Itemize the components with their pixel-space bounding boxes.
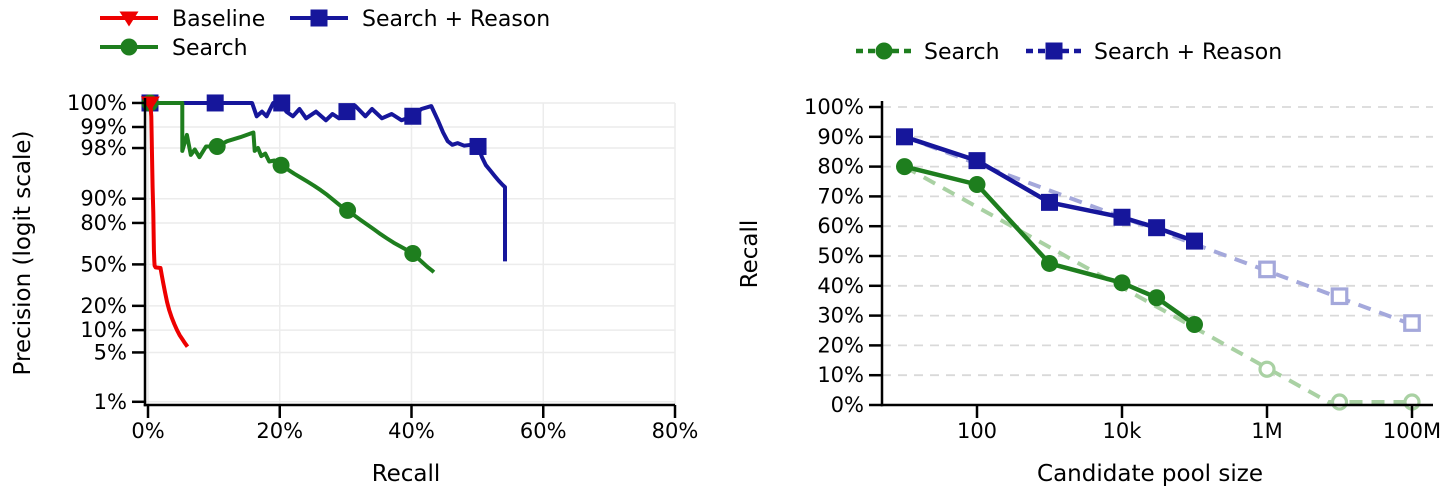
open-circle-marker bbox=[1258, 360, 1276, 378]
x-tick-label: 40% bbox=[388, 419, 435, 443]
square-marker bbox=[968, 152, 986, 170]
x-tick-label: 10k bbox=[1103, 419, 1143, 443]
legend-item: Search + Reason bbox=[290, 7, 550, 32]
y-tick-label: 10% bbox=[817, 363, 864, 387]
square-marker bbox=[1186, 232, 1203, 250]
square-marker bbox=[273, 94, 291, 112]
legend-item: Baseline bbox=[100, 7, 265, 32]
x-tick-label: 20% bbox=[256, 419, 303, 443]
circle-marker bbox=[1148, 289, 1166, 307]
y-tick-label: 99% bbox=[80, 115, 127, 139]
legend-item: Search bbox=[856, 40, 1000, 65]
legend-label: Search bbox=[172, 36, 248, 61]
square-marker bbox=[1113, 208, 1131, 226]
circle-marker bbox=[208, 137, 226, 155]
y-tick-label: 60% bbox=[817, 214, 864, 238]
series-line-baseline bbox=[148, 102, 190, 348]
circle-marker bbox=[1041, 254, 1058, 272]
circle-marker bbox=[272, 156, 290, 174]
y-tick-label: 0% bbox=[831, 393, 864, 417]
x-tick-label: 100M bbox=[1383, 419, 1441, 443]
y-tick-label: 1% bbox=[94, 390, 127, 414]
circle-marker bbox=[339, 201, 357, 219]
x-tick-label: 60% bbox=[520, 419, 567, 443]
open-circle-marker bbox=[1330, 393, 1349, 411]
x-tick-label: 0% bbox=[131, 419, 164, 443]
square-marker bbox=[469, 137, 487, 155]
legend-item: Search + Reason bbox=[1026, 40, 1282, 65]
x-tick-label: 100 bbox=[957, 419, 997, 443]
legend-item: Search bbox=[100, 36, 248, 61]
legend-label: Search + Reason bbox=[362, 7, 550, 32]
circle-marker bbox=[1113, 274, 1131, 292]
series-line-search-reason bbox=[150, 101, 507, 262]
y-tick-label: 20% bbox=[80, 294, 127, 318]
legend-label: Search bbox=[924, 40, 1000, 65]
circle-marker bbox=[404, 245, 422, 263]
precision-recall-chart: 1%5%10%20%50%80%90%98%99%100%0% 20% 40% 60%… bbox=[10, 7, 698, 487]
x-tick-label: 80% bbox=[652, 419, 699, 443]
open-square-marker bbox=[1258, 260, 1276, 279]
legend-label: Baseline bbox=[172, 7, 265, 32]
y-tick-label: 70% bbox=[817, 184, 864, 208]
y-tick-label: 80% bbox=[80, 211, 127, 235]
y-tick-label: 50% bbox=[80, 252, 127, 276]
square-marker bbox=[896, 128, 913, 146]
circle-marker bbox=[968, 175, 986, 193]
square-marker bbox=[338, 103, 356, 121]
y-tick-label: 30% bbox=[817, 304, 864, 328]
trend-line-search bbox=[903, 164, 1412, 404]
circle-marker bbox=[896, 158, 913, 176]
y-tick-label: 80% bbox=[817, 155, 864, 179]
legend-circle-marker bbox=[120, 38, 138, 56]
x-axis-title: Recall bbox=[372, 461, 441, 487]
open-square-marker bbox=[1403, 314, 1421, 332]
square-marker bbox=[1041, 193, 1058, 211]
legend-circle-marker bbox=[875, 42, 893, 60]
x-axis-title: Candidate pool size bbox=[1037, 461, 1263, 487]
square-marker bbox=[404, 107, 422, 125]
square-marker bbox=[1148, 219, 1166, 237]
y-tick-label: 100% bbox=[804, 95, 864, 119]
square-marker bbox=[206, 94, 224, 112]
legend-triangle-down-marker bbox=[119, 11, 139, 27]
legend-label: Search + Reason bbox=[1094, 40, 1282, 65]
recall-vs-pool-chart: 0% 10% 20% 30% 40% 50% 60% 70% 80% 90% 100% 100 10k 1… bbox=[737, 40, 1441, 487]
y-tick-label: 100% bbox=[67, 91, 127, 115]
x-tick-label: 1M bbox=[1251, 419, 1282, 443]
y-tick-label: 40% bbox=[817, 274, 864, 298]
series-line-search bbox=[150, 101, 436, 274]
y-tick-label: 90% bbox=[817, 125, 864, 149]
y-tick-label: 98% bbox=[80, 136, 127, 160]
open-square-marker bbox=[1330, 287, 1349, 306]
y-axis-title: Recall bbox=[737, 220, 763, 289]
legend-square-marker bbox=[310, 9, 328, 27]
y-tick-label: 5% bbox=[94, 340, 127, 364]
y-axis-title: Precision (logit scale) bbox=[10, 131, 36, 376]
legend-square-marker bbox=[1045, 42, 1063, 60]
y-tick-label: 20% bbox=[817, 333, 864, 357]
y-tick-label: 10% bbox=[80, 318, 127, 342]
y-tick-label: 50% bbox=[817, 244, 864, 268]
y-tick-label: 90% bbox=[80, 187, 127, 211]
circle-marker bbox=[1186, 316, 1203, 334]
